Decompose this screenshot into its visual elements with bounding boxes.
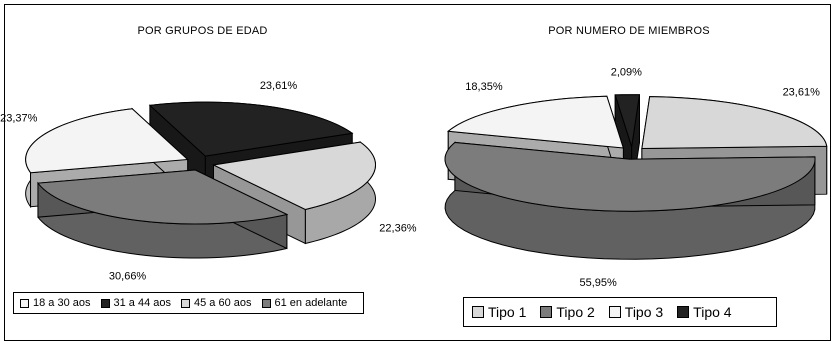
legend-item: 61 en adelante (261, 297, 348, 309)
slice-value-label: 23,37% (0, 113, 38, 125)
legend-label: 18 a 30 aos (33, 297, 91, 309)
legend-swatch (608, 306, 621, 318)
legend-label: Tipo 1 (488, 304, 527, 320)
legend-label: 61 en adelante (274, 297, 348, 309)
members-pie: 2,09% 23,61% 55,95% 18,35% (444, 66, 828, 289)
figure: POR GRUPOS DE EDAD 23,61% 22,36% 30,66% 23,… (0, 4, 831, 341)
legend-item: 45 a 60 aos (181, 297, 252, 309)
legend-item: Tipo 1 (472, 304, 526, 320)
legend-swatch (20, 298, 29, 308)
legend-label: Tipo 3 (624, 304, 664, 320)
chart-title: POR NUMERO DE MIEMBROS (548, 25, 710, 37)
legend-item: Tipo 4 (677, 304, 732, 320)
age-groups-pie: 23,61% 22,36% 30,66% 23,37% (0, 80, 417, 283)
members-chart-panel: POR NUMERO DE MIEMBROS 2,09% 23,61% 55,95%… (429, 5, 829, 340)
legend: Tipo 1 Tipo 2 Tipo 3 Tipo 4 (463, 297, 777, 327)
legend-swatch (677, 306, 690, 318)
legend-label: 31 a 44 aos (113, 297, 172, 309)
legend-label: Tipo 2 (556, 304, 595, 320)
age-groups-chart-panel: POR GRUPOS DE EDAD 23,61% 22,36% 30,66% 23,… (0, 5, 417, 340)
slice-value-label: 55,95% (579, 277, 617, 289)
legend-label: Tipo 4 (693, 304, 732, 320)
slice-value-label: 22,36% (379, 223, 417, 235)
slice-value-label: 30,66% (109, 271, 147, 283)
legend-label: 45 a 60 aos (194, 297, 252, 309)
legend-swatch (540, 306, 553, 318)
legend-item: 18 a 30 aos (20, 297, 91, 309)
legend-item: Tipo 2 (540, 304, 595, 320)
legend-item: 31 a 44 aos (100, 297, 172, 309)
pie-slice (37, 169, 289, 259)
slice-value-label: 18,35% (465, 81, 503, 93)
slice-value-label: 2,09% (611, 66, 642, 78)
slice-value-label: 23,61% (783, 87, 821, 99)
legend-swatch (100, 298, 110, 308)
legend-swatch (472, 306, 484, 318)
slice-value-label: 23,61% (260, 80, 298, 92)
legend: 18 a 30 aos 31 a 44 aos 45 a 60 aos 61 en a… (13, 292, 364, 314)
chart-title: POR GRUPOS DE EDAD (137, 25, 268, 37)
legend-item: Tipo 3 (608, 304, 664, 320)
legend-swatch (181, 298, 190, 308)
legend-swatch (261, 298, 271, 308)
pie-slice (444, 141, 816, 260)
